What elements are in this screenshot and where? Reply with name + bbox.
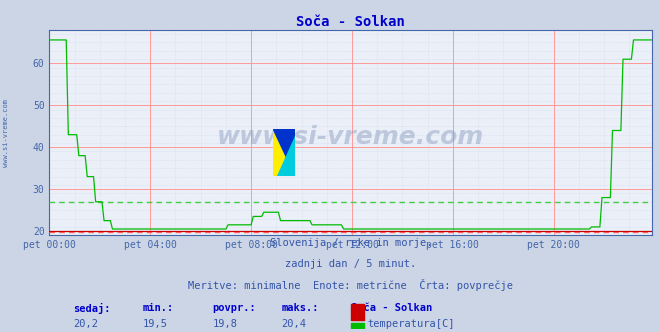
Text: temperatura[C]: temperatura[C] [368, 319, 455, 329]
Text: Soča - Solkan: Soča - Solkan [351, 302, 432, 312]
Text: min.:: min.: [143, 302, 174, 312]
Polygon shape [277, 136, 295, 176]
Title: Soča - Solkan: Soča - Solkan [297, 15, 405, 29]
Polygon shape [273, 129, 295, 176]
Text: zadnji dan / 5 minut.: zadnji dan / 5 minut. [285, 259, 416, 269]
Text: Meritve: minimalne  Enote: metrične  Črta: povprečje: Meritve: minimalne Enote: metrične Črta:… [188, 279, 513, 291]
Text: www.si-vreme.com: www.si-vreme.com [217, 125, 484, 149]
Text: Slovenija / reke in morje.: Slovenija / reke in morje. [270, 238, 432, 248]
Text: 20,4: 20,4 [281, 319, 306, 329]
Polygon shape [273, 129, 295, 176]
Text: maks.:: maks.: [281, 302, 319, 312]
Text: povpr.:: povpr.: [212, 302, 256, 312]
FancyBboxPatch shape [351, 304, 364, 320]
Text: 20,2: 20,2 [74, 319, 99, 329]
Text: www.si-vreme.com: www.si-vreme.com [3, 99, 9, 167]
Text: 19,8: 19,8 [212, 319, 237, 329]
Text: sedaj:: sedaj: [74, 302, 111, 313]
FancyBboxPatch shape [351, 323, 364, 332]
Text: 19,5: 19,5 [143, 319, 168, 329]
